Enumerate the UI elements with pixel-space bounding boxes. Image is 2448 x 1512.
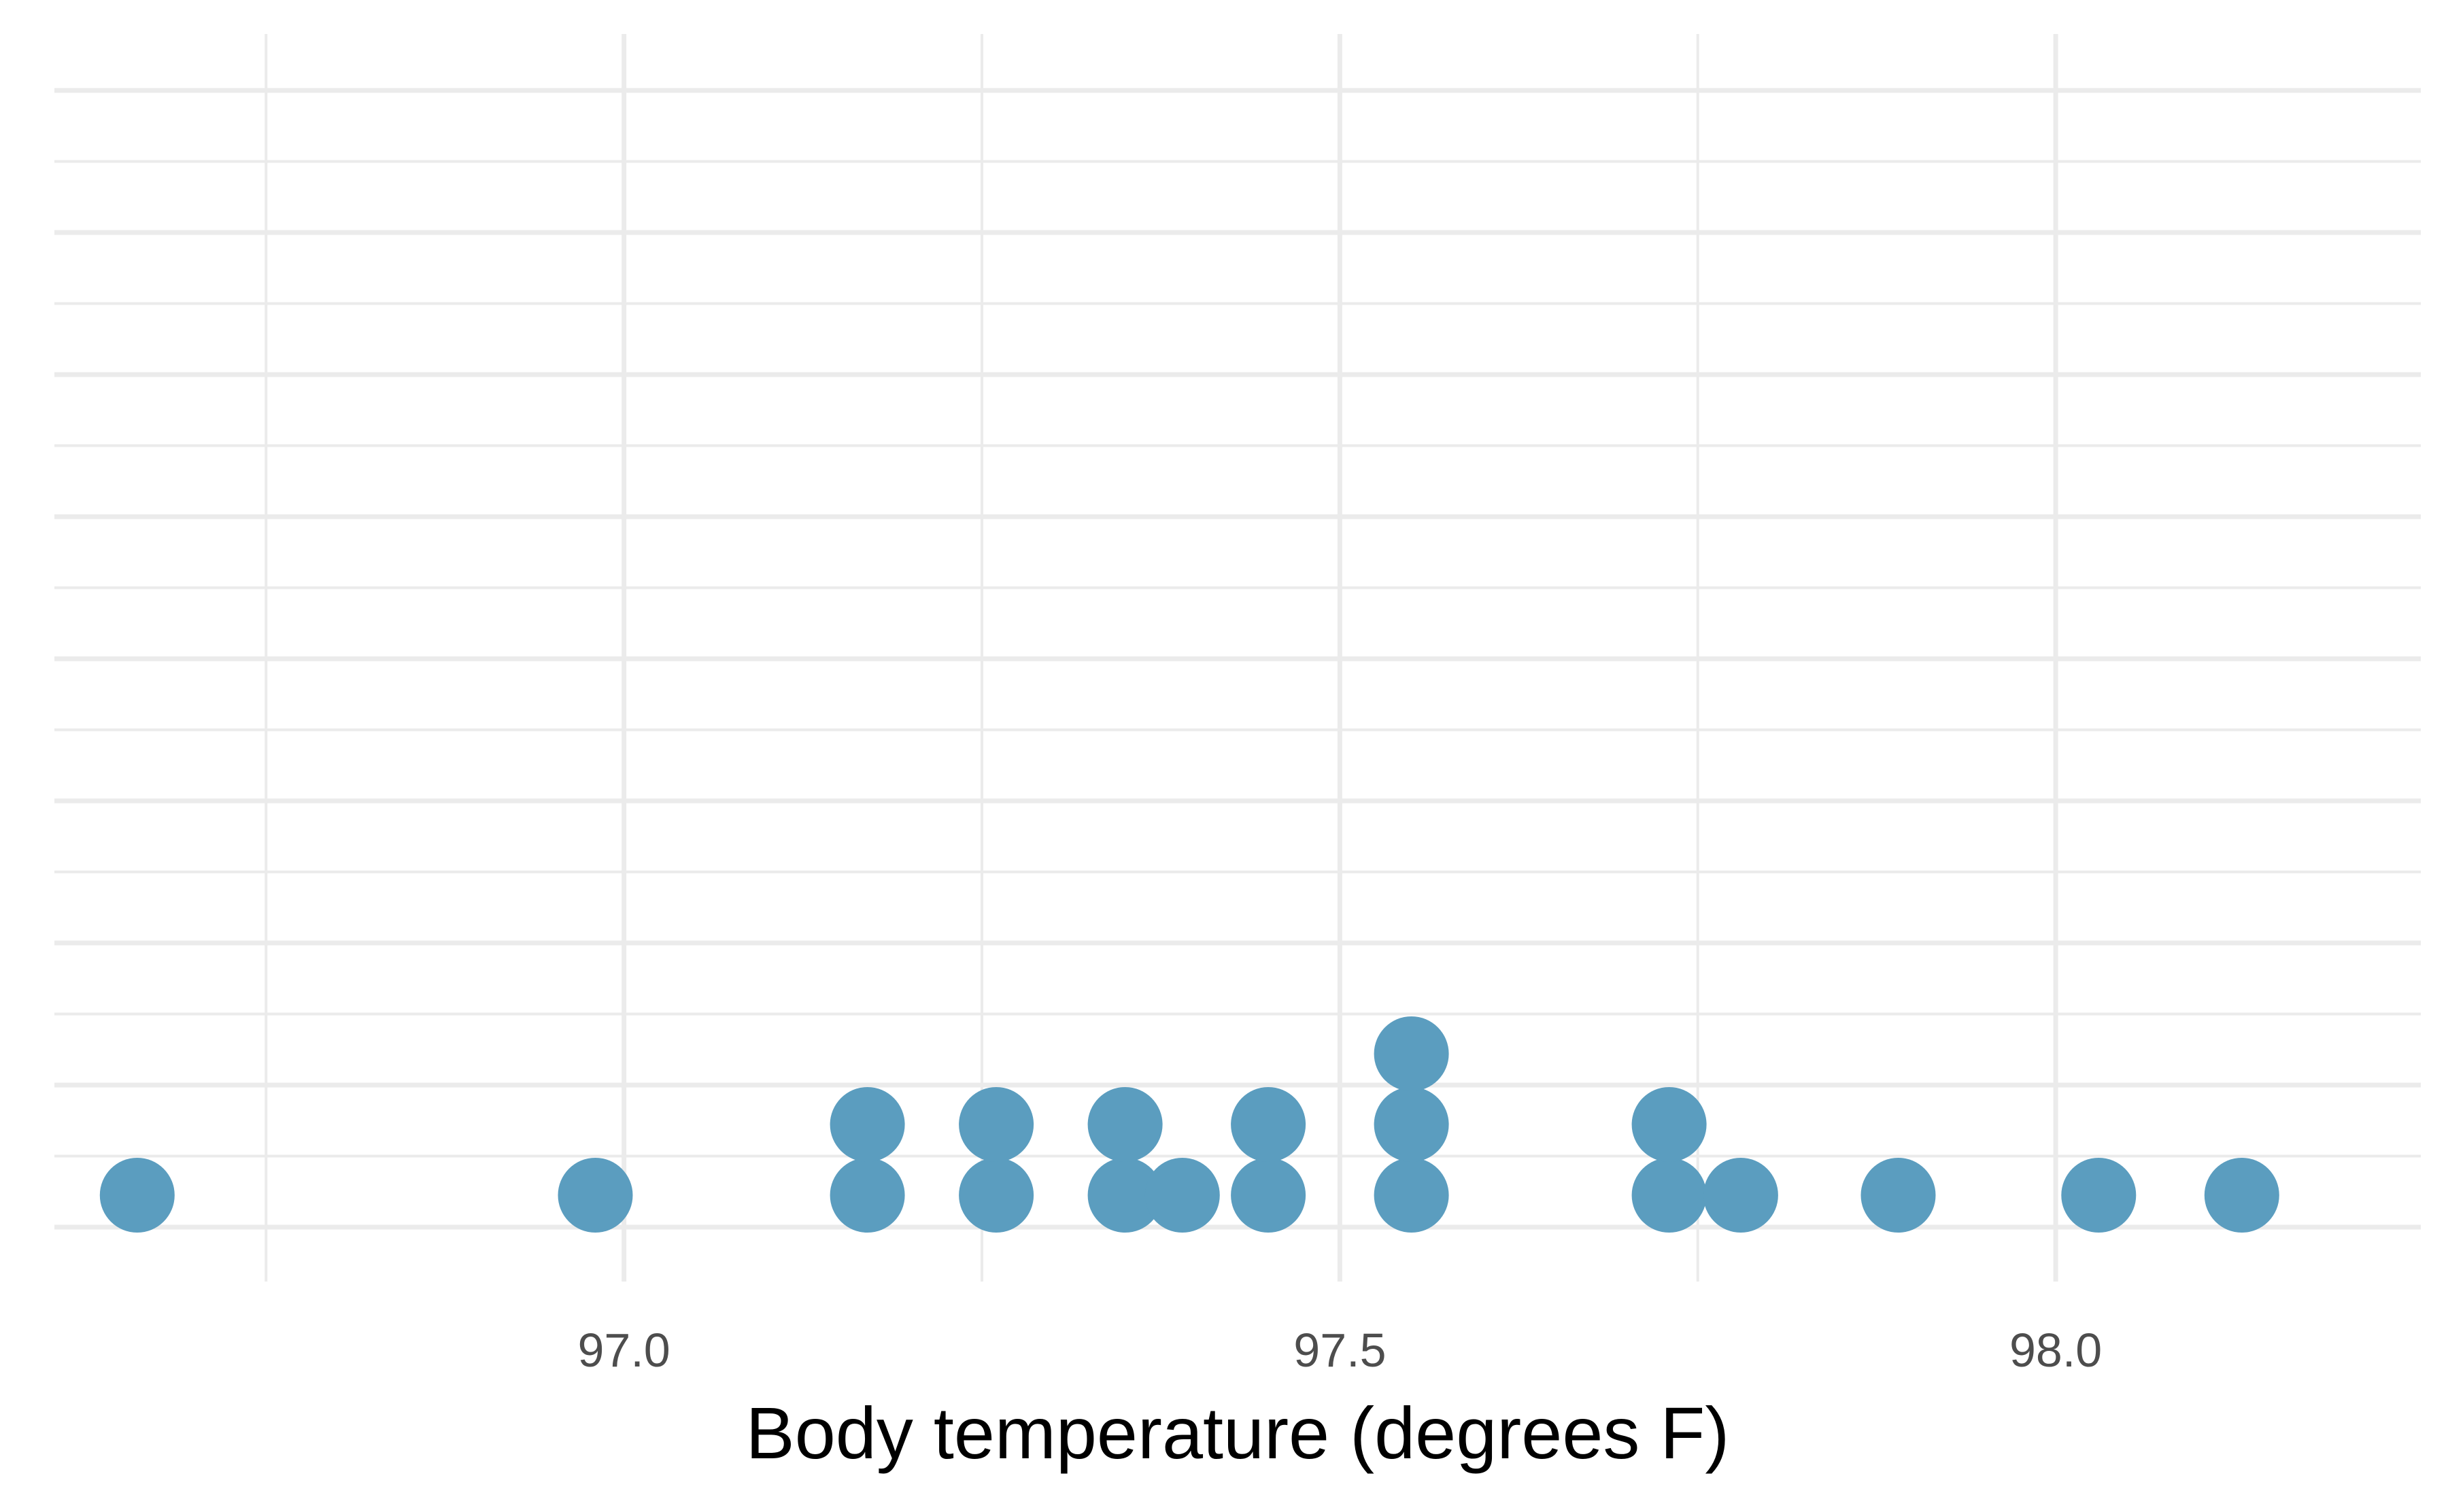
x-axis-ticks: 97.0 97.5 98.0 bbox=[577, 1324, 2102, 1377]
data-dot bbox=[558, 1158, 633, 1233]
data-dot bbox=[1631, 1158, 1707, 1233]
x-axis-title: Body temperature (degrees F) bbox=[746, 1392, 1730, 1474]
data-dot bbox=[2204, 1158, 2279, 1233]
data-dot bbox=[1231, 1087, 1306, 1162]
x-tick-label: 98.0 bbox=[2009, 1324, 2102, 1377]
data-points bbox=[99, 1016, 2279, 1233]
data-dot bbox=[830, 1158, 905, 1233]
data-dot bbox=[1860, 1158, 1936, 1233]
data-dot bbox=[1231, 1158, 1306, 1233]
x-tick-label: 97.0 bbox=[577, 1324, 670, 1377]
data-dot bbox=[1631, 1087, 1707, 1162]
data-dot bbox=[1374, 1016, 1449, 1091]
data-dot bbox=[2061, 1158, 2137, 1233]
data-dot bbox=[1703, 1158, 1778, 1233]
data-dot bbox=[1087, 1087, 1163, 1162]
minor-gridlines-y bbox=[54, 160, 2421, 1158]
major-gridlines-y bbox=[54, 88, 2421, 1230]
data-dot bbox=[99, 1158, 175, 1233]
x-tick-label: 97.5 bbox=[1293, 1324, 1386, 1377]
data-dot bbox=[1374, 1158, 1449, 1233]
data-dot bbox=[1087, 1158, 1163, 1233]
data-dot bbox=[1374, 1087, 1449, 1162]
data-dot bbox=[1144, 1158, 1220, 1233]
data-dot bbox=[959, 1087, 1034, 1162]
data-dot bbox=[830, 1087, 905, 1162]
data-dot bbox=[959, 1158, 1034, 1233]
